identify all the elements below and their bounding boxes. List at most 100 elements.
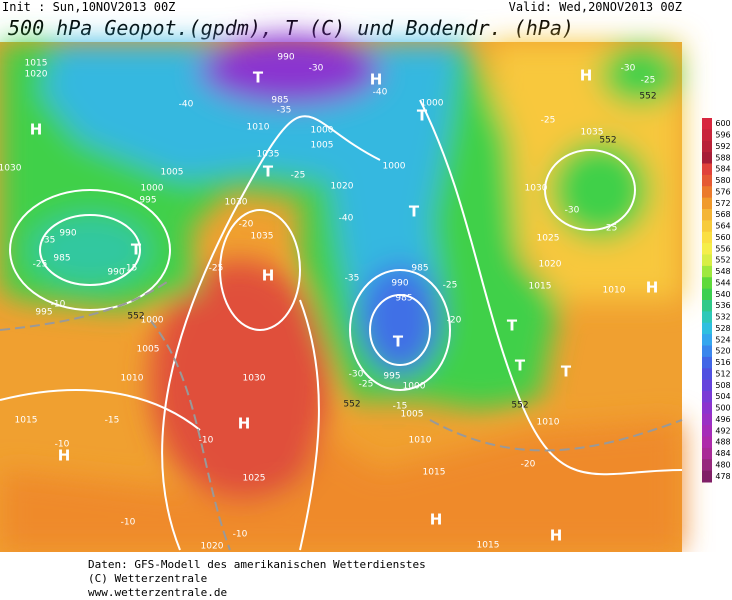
isobar-label: 990 [277, 53, 294, 63]
colorbar-label: 596 [715, 131, 730, 140]
isobar-label: 995 [35, 308, 52, 318]
pressure-center: T [263, 163, 274, 181]
temperature-label: -35 [345, 274, 360, 284]
isobar-label: 1020 [201, 542, 224, 552]
colorbar-swatch [702, 186, 712, 199]
temperature-label: -40 [339, 214, 354, 224]
isobar-label: 1000 [311, 126, 334, 136]
isobar-label: 990 [391, 279, 408, 289]
isobar-label: 995 [383, 372, 400, 382]
colorbar-swatch [702, 277, 712, 290]
colorbar-swatch [702, 356, 712, 369]
colorbar-swatch [702, 425, 712, 437]
temperature-label: -30 [621, 64, 636, 74]
colorbar-label: 528 [715, 324, 730, 333]
colorbar-label: 540 [715, 290, 730, 299]
isobar-label: 1010 [121, 374, 144, 384]
colorbar-swatch [702, 436, 712, 449]
isobar-label: 985 [271, 96, 288, 106]
pressure-center: H [30, 121, 43, 139]
colorbar-swatch [702, 231, 712, 244]
colorbar-swatch [702, 163, 712, 176]
isobar-label: 1010 [537, 418, 560, 428]
colorbar-swatch [702, 368, 712, 381]
colorbar-swatch [702, 265, 712, 278]
colorbar-label: 516 [715, 358, 730, 367]
footer-line: Daten: GFS-Modell des amerikanischen Wet… [88, 558, 426, 571]
isobar-label: 1010 [409, 436, 432, 446]
colorbar-swatch [702, 243, 712, 255]
isobar-label: 985 [411, 264, 428, 274]
colorbar-swatch [702, 447, 712, 460]
geopotential-label: 552 [343, 400, 360, 410]
isobar-label: 1030 [225, 198, 248, 208]
pressure-center: H [430, 511, 443, 529]
colorbar-label: 600 [715, 119, 730, 128]
temperature-label: -35 [41, 236, 56, 246]
isobar-label: 1015 [25, 59, 48, 69]
isobar-label: 1010 [247, 123, 270, 133]
temperature-label: -20 [239, 220, 254, 230]
colorbar-label: 580 [715, 176, 730, 185]
colorbar-label: 496 [715, 415, 730, 424]
colorbar-swatch [702, 311, 712, 324]
colorbar-swatch [702, 118, 712, 130]
isobar-label: 1030 [525, 184, 548, 194]
isobar-label: 1005 [401, 410, 424, 420]
isobar-label: 1005 [161, 168, 184, 178]
colorbar-label: 504 [715, 392, 730, 401]
colorbar-label: 520 [715, 347, 730, 356]
colorbar-label: 484 [715, 449, 730, 458]
isobar-label: 985 [53, 254, 70, 264]
temperature-label: -30 [309, 64, 324, 74]
temperature-label: -10 [199, 436, 214, 446]
geopotential-label: 552 [639, 92, 656, 102]
colorbar-swatch [702, 334, 712, 346]
colorbar-swatch [702, 129, 712, 142]
isobar-label: 1030 [243, 374, 266, 384]
pressure-center: T [507, 317, 518, 335]
temperature-label: -25 [603, 224, 618, 234]
isobar-label: 1035 [257, 150, 280, 160]
pressure-center: T [417, 107, 428, 125]
temperature-label: -15 [105, 416, 120, 426]
temperature-label: -25 [443, 281, 458, 291]
colorbar-label: 556 [715, 244, 730, 253]
colorbar-label: 492 [715, 426, 730, 435]
isobar-label: 990 [59, 229, 76, 239]
colorbar-label: 500 [715, 404, 730, 413]
geopotential-label: 552 [599, 136, 616, 146]
colorbar-swatch [702, 300, 712, 312]
colorbar-label: 560 [715, 233, 730, 242]
colorbar-label: 548 [715, 267, 730, 276]
isobar-label: 1025 [537, 234, 560, 244]
geopotential-label: 552 [127, 312, 144, 322]
colorbar-label: 544 [715, 278, 730, 287]
pressure-center: H [580, 67, 593, 85]
temperature-label: -20 [521, 460, 536, 470]
colorbar-swatch [702, 254, 712, 267]
temperature-label: -10 [51, 300, 66, 310]
colorbar-label: 564 [715, 222, 730, 231]
temperature-label: -30 [349, 370, 364, 380]
geopotential-label: 552 [511, 401, 528, 411]
colorbar-label: 524 [715, 335, 730, 344]
isobar-label: 1020 [539, 260, 562, 270]
temperature-label: -25 [641, 76, 656, 86]
pressure-center: H [262, 267, 275, 285]
colorbar-label: 512 [715, 369, 730, 378]
colorbar-swatch [702, 391, 712, 403]
temperature-label: -15 [393, 402, 408, 412]
colorbar-label: 572 [715, 199, 730, 208]
isobar-label: 1015 [529, 282, 552, 292]
isobar-label: 1010 [603, 286, 626, 296]
isobar-label: 1000 [403, 382, 426, 392]
temperature-label: -20 [447, 316, 462, 326]
colorbar-label: 584 [715, 165, 730, 174]
pressure-center: T [131, 241, 142, 259]
colorbar-label: 478 [715, 472, 730, 481]
temperature-label: -10 [55, 440, 70, 450]
colorbar-label: 592 [715, 142, 730, 151]
